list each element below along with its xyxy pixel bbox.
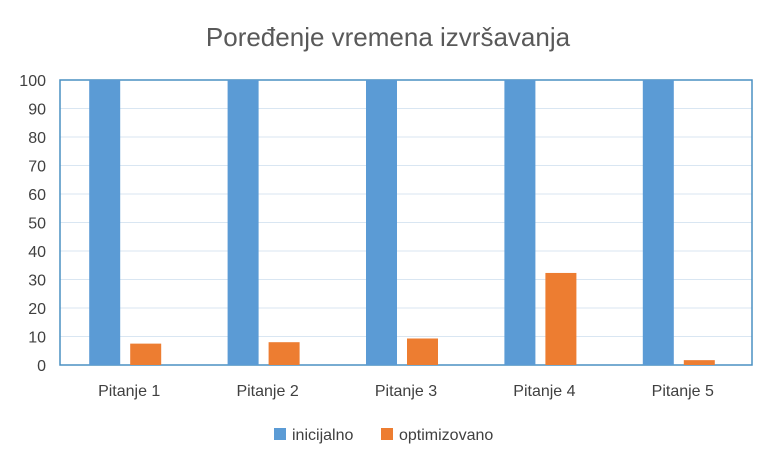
x-category-label: Pitanje 4 (513, 383, 575, 400)
chart-title: Poređenje vremena izvršavanja (206, 22, 571, 52)
bar-inicijalno-3 (366, 80, 397, 365)
x-category-label: Pitanje 3 (375, 383, 437, 400)
bar-inicijalno-2 (227, 80, 259, 365)
y-tick-label: 60 (28, 187, 46, 204)
bar-inicijalno-5 (642, 80, 674, 365)
y-tick-label: 50 (28, 216, 46, 233)
bar-inicijalno-4 (504, 80, 536, 365)
y-tick-label: 70 (28, 159, 46, 176)
y-axis-tick-labels: 0 10 20 30 40 50 60 70 80 90 100 (19, 73, 46, 375)
legend-swatch-inicijalno (274, 428, 286, 440)
y-tick-label: 0 (37, 358, 46, 375)
legend-swatch-optimizovano (381, 428, 393, 440)
y-tick-label: 100 (19, 73, 46, 90)
bar-optimizovano-4 (545, 272, 577, 365)
y-tick-label: 30 (28, 273, 46, 290)
legend-label-inicijalno: inicijalno (292, 427, 353, 444)
x-axis-category-labels: Pitanje 1 Pitanje 2 Pitanje 3 Pitanje 4 Pita… (98, 383, 714, 400)
x-category-label: Pitanje 2 (236, 383, 298, 400)
y-tick-label: 90 (28, 102, 46, 119)
plot-area-border (59, 79, 753, 366)
gridlines (60, 108, 752, 337)
bars (89, 80, 715, 365)
x-category-label: Pitanje 5 (652, 383, 714, 400)
bar-inicijalno-1 (89, 80, 121, 365)
y-tick-label: 10 (28, 330, 46, 347)
x-category-label: Pitanje 1 (98, 383, 160, 400)
y-tick-label: 40 (28, 244, 46, 261)
y-tick-label: 20 (28, 301, 46, 318)
bar-optimizovano-5 (683, 360, 715, 365)
y-tick-label: 80 (28, 130, 46, 147)
bar-optimizovano-3 (407, 338, 438, 365)
bar-optimizovano-2 (268, 342, 300, 365)
bar-optimizovano-1 (130, 343, 162, 365)
legend-label-optimizovano: optimizovano (399, 427, 493, 444)
legend: inicijalno optimizovano (274, 427, 493, 444)
